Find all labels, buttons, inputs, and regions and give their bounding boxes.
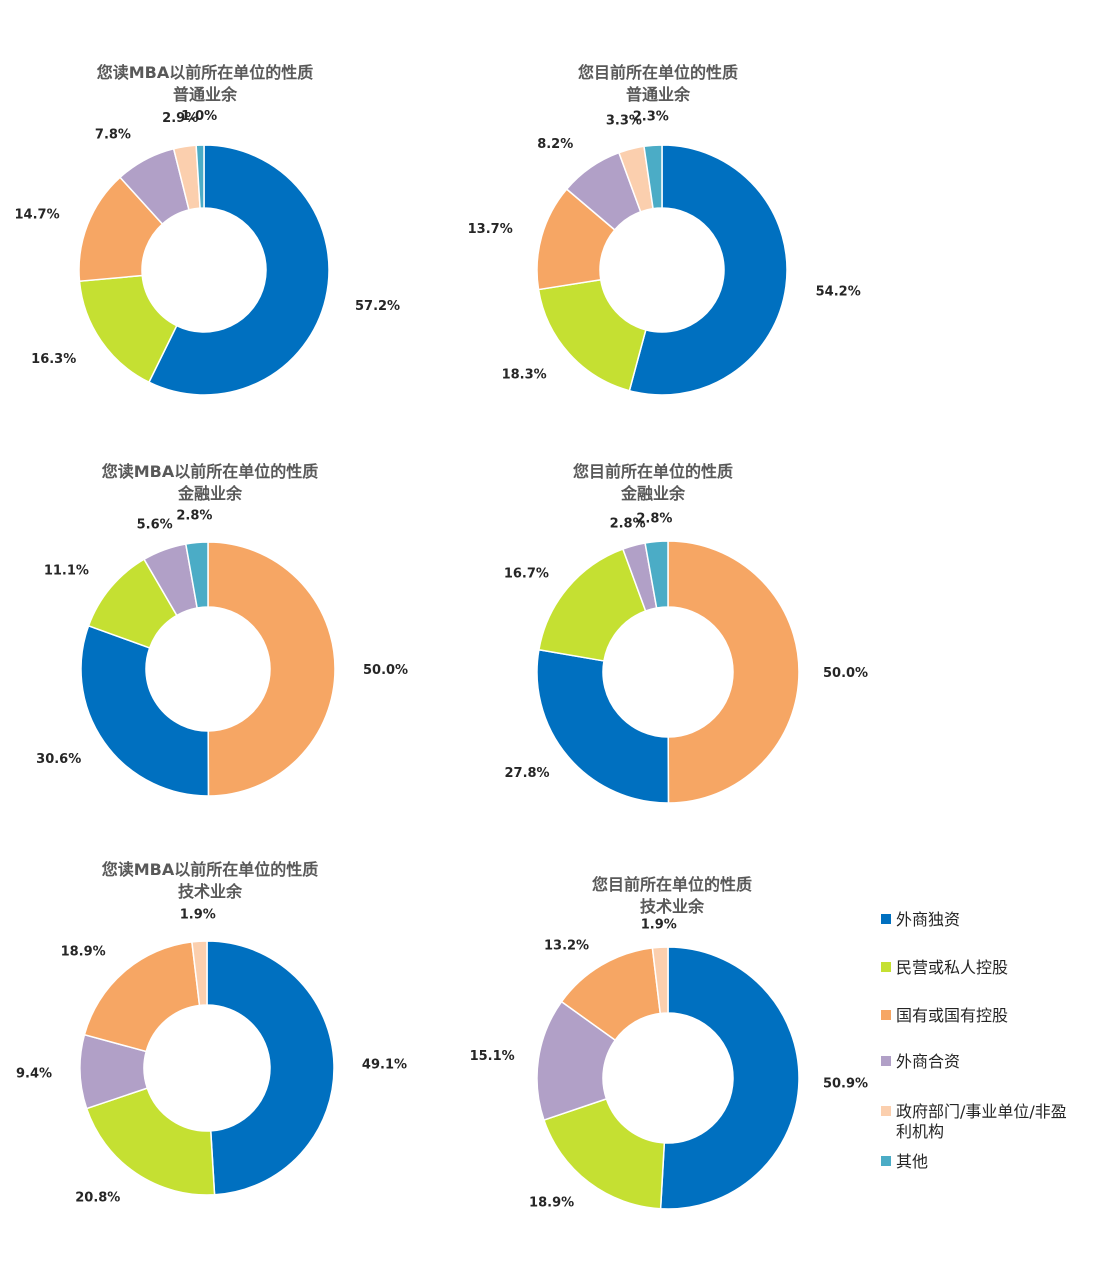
slice-data-label: 50.0% (363, 663, 408, 678)
donut-slice (184, 541, 209, 609)
slice-data-label: 9.4% (16, 1067, 52, 1082)
chart-title-line: 金融业余 (177, 484, 243, 503)
slice-data-label: 50.0% (823, 666, 868, 681)
legend-label: 外商合资 (896, 1052, 960, 1071)
slice-data-label: 18.9% (529, 1195, 574, 1210)
donut-slice (628, 144, 788, 396)
donut-slice (659, 946, 800, 1210)
donut-slice (206, 940, 335, 1196)
donut-slice (644, 540, 669, 609)
slice-data-label: 2.8% (610, 516, 646, 531)
slice-data-label: 27.8% (504, 766, 549, 781)
legend-item: 其他 (881, 1152, 928, 1171)
legend-swatch (881, 962, 891, 972)
slice-data-label: 16.3% (31, 352, 76, 367)
chart-title-line: 您读MBA以前所在单位的性质 (97, 63, 314, 82)
slice-data-label: 2.3% (633, 109, 669, 124)
slice-data-label: 8.2% (537, 137, 573, 152)
chart-title-line: 技术业余 (640, 897, 705, 916)
legend-label: 利机构 (896, 1122, 944, 1141)
chart-title-line: 您目前所在单位的性质 (573, 462, 733, 481)
slice-data-label: 5.6% (137, 517, 173, 532)
slice-data-label: 14.7% (15, 208, 60, 223)
slice-data-label: 11.1% (44, 564, 89, 579)
slice-data-label: 1.0% (181, 109, 217, 124)
donut-slice (191, 940, 208, 1007)
legend-swatch (881, 914, 891, 924)
slice-data-label: 57.2% (355, 299, 400, 314)
legend-swatch (881, 1156, 891, 1166)
chart-title-line: 普通业余 (173, 85, 238, 104)
donut-slice (147, 144, 330, 396)
slice-data-label: 13.2% (544, 939, 589, 954)
slice-data-label: 16.7% (504, 567, 549, 582)
slice-data-label: 20.8% (75, 1191, 120, 1206)
donut-slice (80, 624, 210, 797)
chart-title-line: 普通业余 (626, 85, 691, 104)
legend-swatch (881, 1010, 891, 1020)
slice-data-label: 54.2% (816, 284, 861, 299)
legend-label: 外商独资 (896, 910, 960, 929)
slice-data-label: 50.9% (823, 1076, 868, 1091)
legend-label: 国有或国有控股 (896, 1006, 1008, 1025)
donut-slice (537, 278, 647, 392)
slice-data-label: 49.1% (362, 1057, 407, 1072)
slice-data-label: 2.8% (636, 512, 672, 527)
legend-label: 政府部门/事业单位/非盈 (896, 1102, 1067, 1121)
legend-item: 国有或国有控股 (881, 1006, 1008, 1025)
slice-data-label: 2.9% (162, 111, 198, 126)
slice-data-label: 18.3% (502, 368, 547, 383)
slice-data-label: 15.1% (470, 1049, 515, 1064)
legend-label: 民营或私人控股 (896, 958, 1008, 977)
slice-data-label: 3.3% (606, 114, 642, 129)
legend-item: 外商独资 (881, 910, 960, 929)
slice-data-label: 1.9% (641, 917, 677, 932)
donut-slice (643, 144, 663, 210)
slice-data-label: 18.9% (61, 945, 106, 960)
legend-item: 民营或私人控股 (881, 958, 1008, 977)
chart-title-line: 您读MBA以前所在单位的性质 (102, 462, 319, 481)
donut-slice (207, 541, 336, 797)
chart-title-line: 金融业余 (620, 484, 686, 503)
donut-slice (536, 648, 670, 804)
legend-swatch (881, 1056, 891, 1066)
chart-title-line: 技术业余 (178, 882, 243, 901)
donut-slice (195, 144, 205, 209)
donut-slice (667, 540, 800, 804)
donut-slice (85, 1087, 216, 1196)
donut-slice (651, 946, 669, 1015)
chart-title-line: 您目前所在单位的性质 (592, 875, 752, 894)
slice-data-label: 7.8% (95, 127, 131, 142)
slice-data-label: 30.6% (36, 752, 81, 767)
legend-item: 外商合资 (881, 1052, 960, 1071)
slice-data-label: 1.9% (180, 907, 216, 922)
donut-slice (83, 941, 201, 1053)
slice-data-label: 2.8% (176, 509, 212, 524)
legend-label: 其他 (896, 1152, 928, 1171)
legend-swatch (881, 1106, 891, 1116)
chart-title-line: 您目前所在单位的性质 (578, 63, 738, 82)
chart-title-line: 您读MBA以前所在单位的性质 (102, 860, 319, 879)
donut-slice (542, 1097, 666, 1210)
slice-data-label: 13.7% (468, 222, 513, 237)
